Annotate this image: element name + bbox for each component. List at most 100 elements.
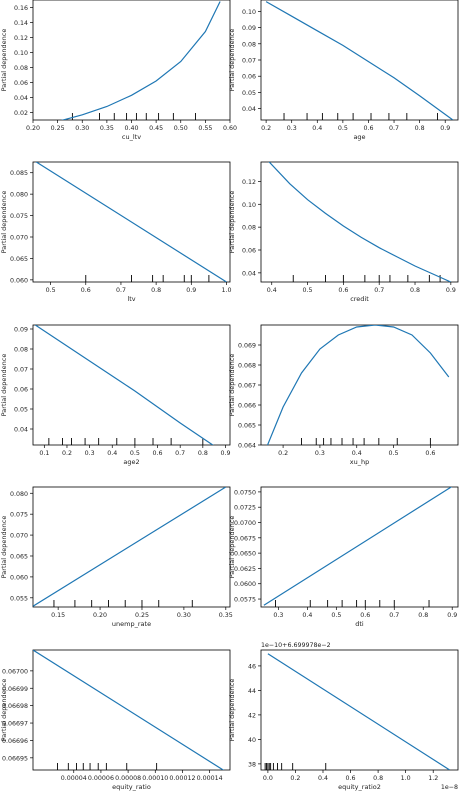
y-tick-label: 0.080	[10, 192, 28, 199]
subplot-2: 0.04 0.05 0.06 0.07 0.08 0.09 0.10 0.2 0.3 0.4 0.5…	[228, 0, 459, 141]
x-tick-label: 0.7	[389, 125, 399, 132]
subplot-4: 0.04 0.06 0.08 0.10 0.12 0.4 0.5 0.6 0.7 0.8 0.9 cr…	[228, 161, 459, 303]
x-tick-label: 1.2	[428, 775, 438, 782]
y-tick-label: 0.06696	[2, 738, 28, 745]
x-tick-label: 0.50	[174, 125, 188, 132]
x-tick-label: 0.9	[447, 612, 457, 619]
y-tick-label: 0.085	[10, 170, 28, 177]
y-tick-label: 0.08	[14, 347, 28, 354]
y-tick-label: 0.069	[238, 343, 256, 350]
y-tick-label: 0.075	[10, 213, 28, 220]
x-tick-label: 0.0	[263, 775, 273, 782]
x-tick-label: 0.6	[338, 287, 348, 294]
y-tick-label: 0.14	[14, 20, 28, 27]
x-tick-label: 0.5	[303, 287, 313, 294]
x-tick-label: 0.6	[360, 612, 370, 619]
x-tick-label: 0.00008	[115, 775, 141, 782]
y-tick-label: 0.09	[14, 327, 28, 334]
x-axis-label: equity_ratio	[112, 783, 151, 791]
x-tick-label: 0.4	[302, 612, 312, 619]
y-axis-label: Partial dependence	[0, 516, 8, 579]
y-tick-label: 0.06700	[2, 668, 28, 675]
y-tick-label: 0.0700	[234, 520, 256, 527]
subplot-1: 0.02 0.04 0.06 0.08 0.10 0.12 0.14 0.16 0.20 0.25…	[0, 0, 237, 141]
y-tick-label: 0.065	[10, 256, 28, 263]
y-tick-label: 0.12	[242, 179, 256, 186]
x-tick-label: 0.8	[410, 287, 420, 294]
axes-frame	[32, 324, 231, 446]
pd-line	[268, 162, 452, 282]
y-tick-label: 0.06698	[2, 703, 28, 710]
x-tick-label: 0.8	[373, 775, 383, 782]
x-tick-label: 1.0	[401, 775, 411, 782]
y-tick-label: 0.08	[242, 41, 256, 48]
x-tick-label: 0.3	[315, 450, 325, 457]
x-tick-label: 0.20	[26, 125, 40, 132]
y-tick-label: 0.065	[10, 553, 28, 560]
y-tick-label: 0.10	[14, 50, 28, 57]
x-tick-label: 0.5	[338, 125, 348, 132]
y-axis-label: Partial dependence	[228, 679, 236, 742]
x-tick-label: 0.4	[312, 125, 322, 132]
x-tick-label: 0.60	[223, 125, 237, 132]
x-tick-label: 0.1	[39, 450, 49, 457]
y-tick-label: 0.08	[242, 225, 256, 232]
y-tick-label: 0.05	[242, 90, 256, 97]
x-offset-label: 1e−8	[441, 784, 458, 791]
x-tick-label: 0.8	[198, 450, 208, 457]
axes-frame	[260, 161, 459, 283]
subplot-6: 0.064 0.065 0.066 0.067 0.068 0.069 0.2 0.3 0.4 0…	[228, 324, 459, 466]
y-tick-label: 0.05	[14, 407, 28, 414]
y-tick-label: 0.08	[14, 65, 28, 72]
pd-line	[33, 487, 227, 607]
y-tick-label: 0.080	[10, 491, 28, 498]
y-tick-label: 46	[248, 663, 256, 670]
x-axis-label: equity_ratio2	[338, 783, 381, 791]
y-tick-label: 0.0675	[234, 535, 256, 542]
x-tick-label: 0.3	[273, 612, 283, 619]
subplot-5: 0.04 0.05 0.06 0.07 0.08 0.09 0.1 0.2 0.3 0.4 0.5 0…	[0, 324, 231, 466]
y-tick-label: 0.06	[242, 248, 256, 255]
x-axis-label: dti	[355, 620, 364, 628]
y-tick-label: 0.06695	[2, 755, 28, 762]
y-tick-label: 0.06697	[2, 721, 28, 728]
y-tick-label: 0.16	[14, 5, 28, 12]
x-axis-label: unemp_rate	[112, 620, 151, 628]
y-tick-label: 0.12	[14, 35, 28, 42]
pd-line	[265, 1, 454, 120]
y-tick-label: 0.0750	[234, 489, 256, 496]
y-tick-label: 0.064	[238, 443, 256, 450]
x-axis-label: age	[353, 133, 365, 141]
y-tick-label: 38	[248, 761, 256, 768]
y-tick-label: 0.070	[10, 533, 28, 540]
y-tick-label: 0.0625	[234, 566, 256, 573]
y-tick-label: 42	[248, 712, 256, 719]
subplot-8: 0.0575 0.0600 0.0625 0.0650 0.0675 0.0700 0.07…	[228, 486, 459, 628]
y-tick-label: 0.075	[10, 512, 28, 519]
y-tick-label: 0.10	[242, 202, 256, 209]
y-axis-label: Partial dependence	[228, 354, 236, 417]
axes-frame	[260, 486, 459, 608]
pd-line	[267, 653, 451, 770]
x-axis-label: cu_ltv	[122, 133, 141, 141]
y-axis-label: Partial dependence	[0, 29, 8, 92]
x-tick-label: 0.6	[425, 450, 435, 457]
y-tick-label: 0.07	[242, 58, 256, 65]
axes-frame	[260, 649, 459, 771]
x-tick-label: 0.4	[107, 450, 117, 457]
x-tick-label: 0.5	[46, 287, 56, 294]
y-tick-label: 0.055	[10, 595, 28, 602]
y-tick-label: 0.0725	[234, 505, 256, 512]
x-tick-label: 0.7	[116, 287, 126, 294]
axes-frame	[32, 486, 231, 608]
x-tick-label: 0.00010	[142, 775, 168, 782]
x-tick-label: 0.9	[440, 125, 450, 132]
subplot-3: 0.060 0.065 0.070 0.075 0.080 0.085 0.5 0.6 0.7 0…	[0, 161, 231, 303]
x-axis-label: age2	[123, 458, 139, 466]
x-tick-label: 0.4	[318, 775, 328, 782]
y-tick-label: 0.060	[10, 277, 28, 284]
y-tick-label: 0.04	[14, 427, 28, 434]
y-axis-label: Partial dependence	[228, 516, 236, 579]
x-tick-label: 0.5	[389, 450, 399, 457]
y-tick-label: 44	[248, 688, 256, 695]
